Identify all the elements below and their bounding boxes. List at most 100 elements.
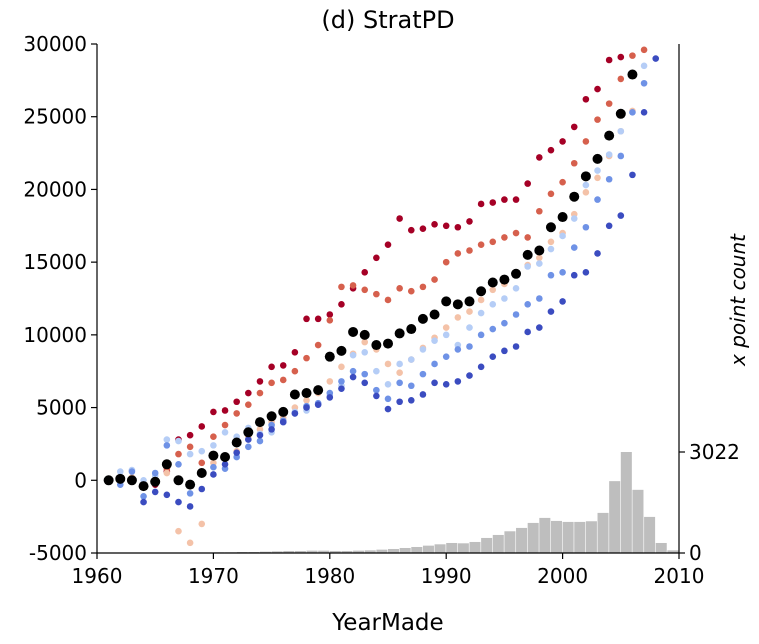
- data-point: [466, 324, 473, 331]
- data-point: [396, 398, 403, 406]
- y-tick-label: 15000: [23, 250, 87, 274]
- data-point: [245, 401, 252, 408]
- data-point: [338, 301, 345, 308]
- histogram-bar: [399, 547, 411, 553]
- data-point: [359, 329, 370, 340]
- data-point: [198, 423, 206, 430]
- data-point: [349, 351, 357, 359]
- histogram-bar: [341, 550, 353, 553]
- data-point: [629, 52, 636, 59]
- data-point: [210, 463, 217, 471]
- data-point: [268, 363, 275, 371]
- data-point: [594, 196, 601, 203]
- data-point: [466, 247, 473, 254]
- x-tick-label: 1980: [304, 564, 355, 588]
- data-point: [522, 249, 533, 260]
- histogram-bar: [574, 521, 586, 553]
- data-point: [419, 346, 427, 353]
- data-point: [547, 146, 555, 154]
- histogram-bar: [504, 531, 516, 553]
- data-point: [431, 337, 438, 344]
- y2-tick-label: 0: [689, 541, 702, 565]
- data-point: [163, 442, 171, 449]
- data-point: [477, 331, 485, 339]
- data-point: [210, 471, 217, 478]
- data-point: [442, 258, 450, 266]
- data-point: [324, 351, 335, 362]
- histogram-bar: [364, 550, 376, 553]
- data-point: [407, 382, 415, 390]
- data-point: [140, 492, 147, 500]
- data-point: [361, 379, 369, 387]
- histogram-bar: [457, 543, 469, 553]
- data-point: [256, 378, 264, 385]
- data-point: [512, 285, 520, 292]
- data-point: [477, 200, 485, 208]
- histogram-bar: [492, 534, 504, 553]
- data-point: [349, 282, 357, 289]
- data-point: [419, 391, 427, 398]
- data-point: [592, 153, 603, 164]
- data-point: [373, 392, 380, 400]
- histogram-bar: [434, 544, 446, 553]
- data-point: [279, 376, 287, 384]
- y-tick-label: 20000: [23, 177, 87, 201]
- data-point: [291, 349, 299, 356]
- data-point: [314, 401, 322, 408]
- histogram-bar: [516, 527, 528, 553]
- histogram-bar: [388, 548, 400, 553]
- data-point: [198, 459, 206, 467]
- data-point: [524, 328, 531, 336]
- data-point: [163, 469, 171, 477]
- data-point: [489, 286, 497, 294]
- data-point: [338, 363, 345, 371]
- data-point: [466, 218, 473, 225]
- data-point: [314, 315, 322, 323]
- data-point: [231, 437, 242, 448]
- histogram-bar: [446, 542, 458, 553]
- y-tick-label: 5000: [36, 396, 87, 420]
- y-tick-label: 0: [74, 468, 87, 492]
- data-point: [394, 328, 405, 339]
- points: [103, 46, 660, 547]
- data-point: [326, 394, 334, 401]
- data-point: [477, 363, 485, 371]
- data-point: [511, 268, 522, 279]
- data-point: [489, 353, 497, 360]
- histogram-bar: [539, 517, 551, 553]
- data-point: [245, 436, 252, 443]
- data-point: [466, 372, 473, 379]
- data-point: [407, 226, 415, 234]
- data-point: [221, 407, 229, 414]
- data-point: [582, 269, 590, 276]
- y-tick-label: 25000: [23, 105, 87, 129]
- data-point: [419, 225, 427, 232]
- data-point: [477, 241, 485, 248]
- data-point: [640, 46, 648, 54]
- data-point: [442, 222, 450, 230]
- data-point: [186, 431, 194, 439]
- data-point: [326, 311, 334, 318]
- data-point: [442, 353, 450, 360]
- data-point: [452, 299, 463, 310]
- data-point: [524, 263, 531, 270]
- data-point: [501, 196, 508, 203]
- data-point: [464, 296, 475, 307]
- data-point: [220, 452, 231, 463]
- histogram-bar: [376, 549, 388, 553]
- data-point: [547, 245, 555, 253]
- data-point: [559, 138, 566, 145]
- data-point: [594, 85, 601, 93]
- data-point: [582, 95, 590, 103]
- data-point: [559, 269, 566, 276]
- data-point: [417, 313, 428, 324]
- data-point: [396, 360, 403, 368]
- data-point: [476, 286, 487, 297]
- histogram-bar: [527, 522, 539, 553]
- histogram-bar: [259, 551, 271, 553]
- data-point: [221, 460, 229, 468]
- data-point: [431, 221, 438, 228]
- data-point: [582, 189, 590, 196]
- data-point: [501, 319, 508, 327]
- data-point: [512, 311, 520, 318]
